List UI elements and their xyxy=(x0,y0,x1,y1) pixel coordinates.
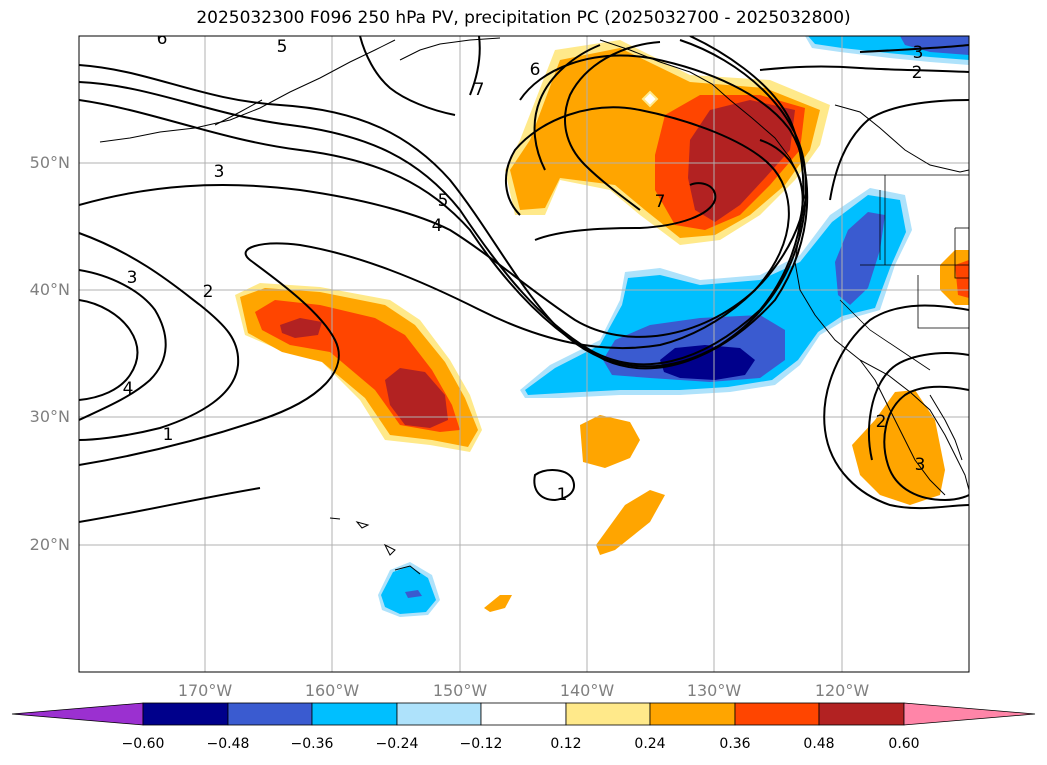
colorbar-tick-label: −0.60 xyxy=(121,736,165,752)
colorbar-tick-label: −0.12 xyxy=(459,736,503,752)
colorbar-bin xyxy=(734,702,820,726)
precip-dark-red-area xyxy=(385,368,448,428)
colorbar-bin xyxy=(396,702,482,726)
contour-labels: 6 5 7 6 3 2 3 5 4 3 2 4 1 7 1 2 3 xyxy=(123,29,926,505)
colorbar-low-extend xyxy=(11,702,144,726)
colorbar-tick-label: 0.24 xyxy=(634,736,666,752)
lon-label: 120°W xyxy=(814,681,870,700)
contour-label: 5 xyxy=(438,191,449,211)
lat-label: 30°N xyxy=(29,407,70,426)
lon-label: 140°W xyxy=(559,681,615,700)
contour-label: 3 xyxy=(127,268,138,288)
political-borders xyxy=(805,174,969,371)
contour-label: 4 xyxy=(432,216,443,236)
colorbar-high-extend xyxy=(903,702,1036,726)
plot-frame xyxy=(78,35,970,673)
contour-label: 3 xyxy=(915,455,926,475)
lon-label: 150°W xyxy=(432,681,488,700)
lon-label: 170°W xyxy=(177,681,233,700)
contour-label: 5 xyxy=(277,37,288,57)
precip-orange-red-area xyxy=(955,260,969,298)
contour-label: 2 xyxy=(876,412,887,432)
colorbar-bin xyxy=(818,702,905,726)
colorbar-tick-label: 0.36 xyxy=(719,736,751,752)
colorbar-bin xyxy=(311,702,398,726)
lon-label: 130°W xyxy=(686,681,742,700)
contour-label: 6 xyxy=(157,29,168,49)
contour-label: 7 xyxy=(474,80,485,100)
pv-contours xyxy=(79,36,969,523)
precip-orange-area xyxy=(852,390,945,505)
contour-label: 6 xyxy=(530,60,541,80)
precip-orange-area xyxy=(580,415,640,468)
colorbar-bin xyxy=(649,702,736,726)
gridlines xyxy=(79,36,969,672)
precip-royal-blue-area xyxy=(405,590,422,598)
precip-navy-area xyxy=(660,345,755,380)
contour-label: 4 xyxy=(123,379,134,399)
contour-label: 2 xyxy=(203,282,214,302)
contour-label: 3 xyxy=(214,162,225,182)
contour-label: 7 xyxy=(655,192,666,212)
colorbar-bin xyxy=(480,702,567,726)
lat-label: 40°N xyxy=(29,280,70,299)
precip-orange-area xyxy=(484,595,512,612)
colorbar-tick-label: −0.48 xyxy=(206,736,250,752)
precip-deep-blue-area xyxy=(381,566,436,614)
contour-label: 3 xyxy=(913,43,924,63)
lat-label: 20°N xyxy=(29,535,70,554)
precip-orange-area xyxy=(596,490,665,555)
colorbar-bin xyxy=(565,702,651,726)
precip-royal-blue-area xyxy=(835,212,885,305)
colorbar-bin xyxy=(227,702,313,726)
plot-area: 6 5 7 6 3 2 3 5 4 3 2 4 1 7 1 2 3 xyxy=(79,29,969,672)
map-title: 2025032300 F096 250 hPa PV, precipitatio… xyxy=(196,8,851,28)
colorbar-tick-label: 0.12 xyxy=(550,736,582,752)
contour-label: 1 xyxy=(163,425,174,445)
colorbar-tick-label: 0.60 xyxy=(888,736,920,752)
colorbar-tick-label: −0.24 xyxy=(375,736,419,752)
colorbar-tick-label: −0.36 xyxy=(290,736,334,752)
contour-label: 1 xyxy=(557,485,568,505)
colorbar xyxy=(11,702,1036,726)
lat-label: 50°N xyxy=(29,153,70,172)
lon-label: 160°W xyxy=(304,681,360,700)
marker-diamond xyxy=(641,90,659,108)
colorbar-bin xyxy=(142,702,229,726)
colorbar-tick-label: 0.48 xyxy=(803,736,835,752)
precip-royal-blue-area xyxy=(900,36,969,55)
precip-dark-red-area xyxy=(280,318,322,338)
contour-label: 2 xyxy=(912,63,923,83)
